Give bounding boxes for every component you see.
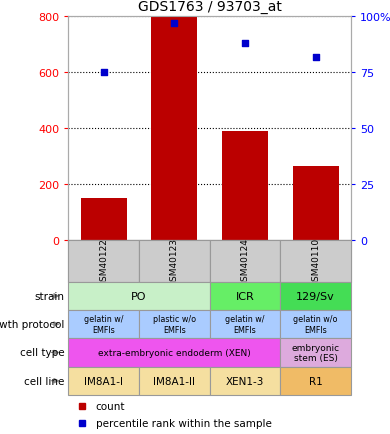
Text: strain: strain [34,291,64,301]
Bar [210,367,280,395]
Bar [68,282,210,310]
Text: 129/Sv: 129/Sv [296,291,335,301]
Bar [280,310,351,339]
Bar [68,241,139,282]
Bar [210,241,280,282]
Point [171,20,177,27]
Text: gelatin w/
EMFls: gelatin w/ EMFls [225,315,265,334]
Text: growth protocol: growth protocol [0,319,64,329]
Text: extra-embryonic endoderm (XEN): extra-embryonic endoderm (XEN) [98,348,251,357]
Text: ICR: ICR [236,291,254,301]
Point [312,54,319,61]
Text: R1: R1 [309,376,323,386]
Bar [222,132,268,241]
Bar [280,282,351,310]
Text: plastic w/o
EMFls: plastic w/o EMFls [153,315,196,334]
Bar [280,367,351,395]
Text: GSM40124: GSM40124 [241,237,250,286]
Bar [210,282,280,310]
Text: GSM40123: GSM40123 [170,237,179,286]
Bar [139,241,210,282]
Bar [68,367,139,395]
Bar [280,339,351,367]
Bar [210,310,280,339]
Text: gelatin w/o
EMFls: gelatin w/o EMFls [293,315,338,334]
Text: XEN1-3: XEN1-3 [226,376,264,386]
Title: GDS1763 / 93703_at: GDS1763 / 93703_at [138,0,282,13]
Bar [139,241,210,282]
Text: PO: PO [131,291,147,301]
Bar [139,310,210,339]
Text: count: count [96,401,125,411]
Bar [210,241,280,282]
Bar [68,241,139,282]
Text: GSM40110: GSM40110 [311,237,320,286]
Text: IM8A1-I: IM8A1-I [84,376,123,386]
Point [242,41,248,48]
Text: gelatin w/
EMFls: gelatin w/ EMFls [84,315,123,334]
Bar [81,199,127,241]
Text: GSM40122: GSM40122 [99,237,108,286]
Bar [280,241,351,282]
Text: percentile rank within the sample: percentile rank within the sample [96,418,271,428]
Point [101,70,107,77]
Text: embryonic
stem (ES): embryonic stem (ES) [292,343,340,362]
Text: IM8A1-II: IM8A1-II [153,376,195,386]
Text: cell type: cell type [20,348,64,358]
Bar [280,241,351,282]
Bar [292,167,339,241]
Text: cell line: cell line [24,376,64,386]
Bar [68,339,280,367]
Bar [68,310,139,339]
Bar [151,17,197,241]
Bar [139,367,210,395]
